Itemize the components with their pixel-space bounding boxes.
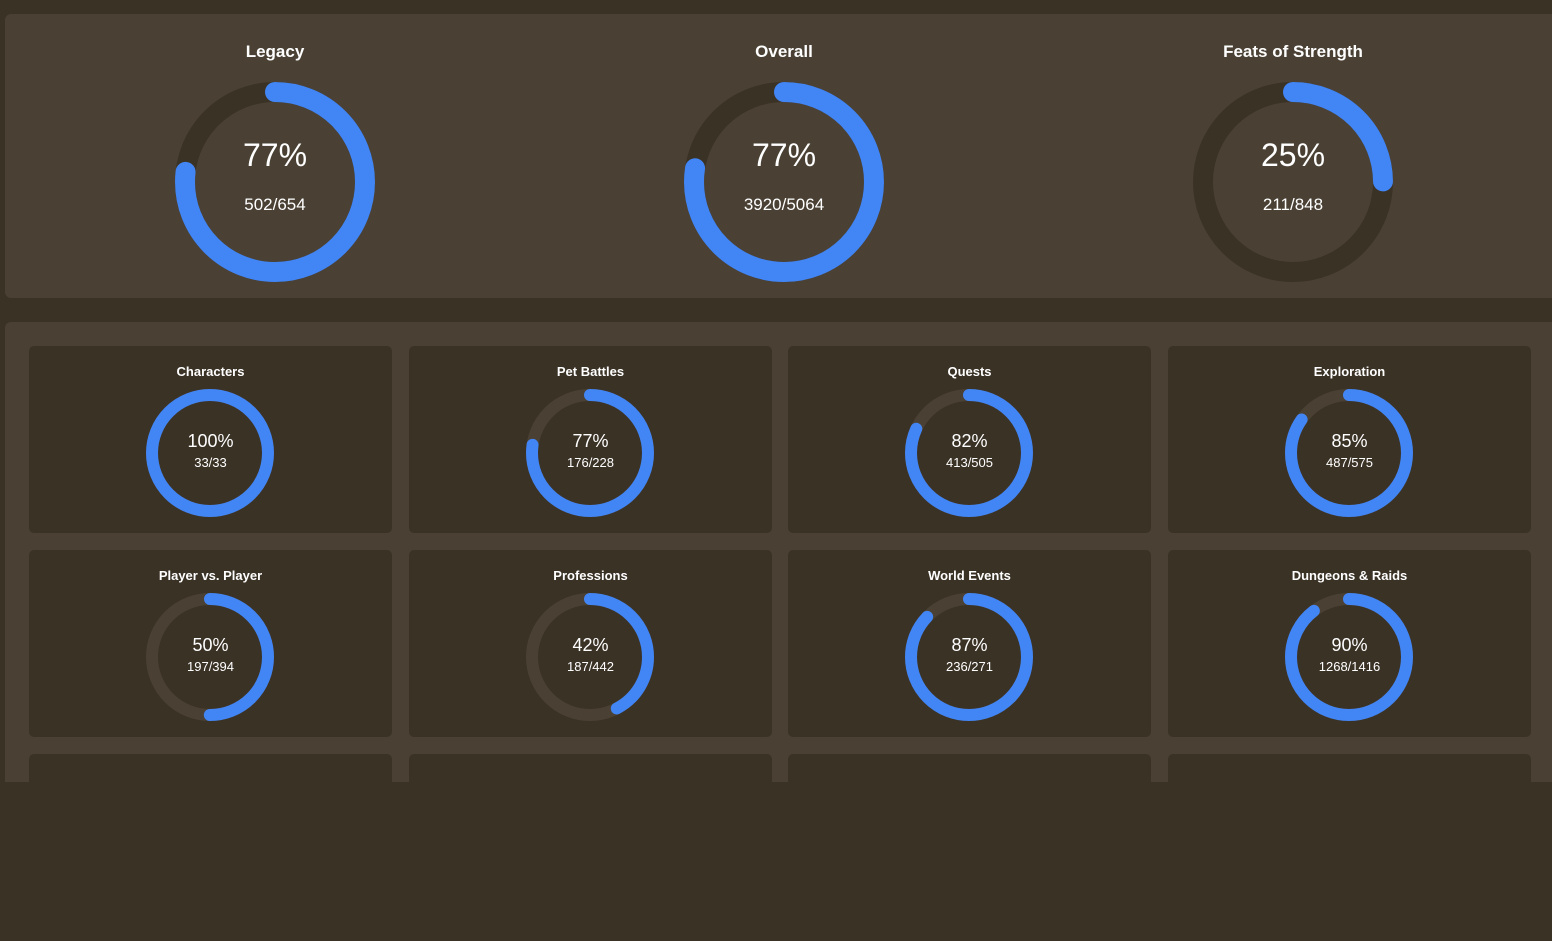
progress-ring [526,389,654,517]
card-count: 33/33 [194,455,227,470]
ring-progress [905,593,1033,721]
card-title: Dungeons & Raids [1291,568,1408,583]
ring-progress [175,82,375,282]
category-card-exploration[interactable]: Exploration 85% 487/575 [1168,346,1531,533]
card-percent: 100% [187,431,234,451]
ring-progress [526,389,654,517]
card-count: 413/505 [946,455,993,470]
category-card-dungeons-and-raids[interactable]: Dungeons & Raids 90% 1268/1416 [1168,550,1531,737]
progress-ring [905,593,1033,721]
category-card[interactable] [409,754,772,941]
card-title: Exploration [1313,364,1386,379]
ring-progress [684,82,884,282]
progress-ring [175,82,375,282]
card-title: Professions [553,568,628,583]
card-title: Pet Battles [556,364,625,379]
gauge-feats-of-strength[interactable]: Feats of Strength 25% 211/848 [1183,14,1403,298]
card-percent: 77% [572,431,609,451]
ring-progress [1285,593,1413,721]
progress-ring [146,389,274,517]
progress-ring [146,593,274,721]
progress-ring [684,82,884,282]
gauge-title: Feats of Strength [1223,42,1363,61]
category-card-pet-battles[interactable]: Pet Battles 77% 176/228 [409,346,772,533]
card-count: 197/394 [187,659,234,674]
card-count: 1268/1416 [1318,659,1381,674]
category-card-quests[interactable]: Quests 82% 413/505 [788,346,1151,533]
gauge-title: Overall [755,42,813,61]
category-card-professions[interactable]: Professions 42% 187/442 [409,550,772,737]
gauge-percent: 77% [751,137,817,173]
card-percent: 90% [1331,635,1368,655]
card-percent: 85% [1331,431,1368,451]
gauge-count: 211/848 [1262,195,1324,214]
gauge-count: 3920/5064 [743,195,825,214]
card-count: 187/442 [567,659,614,674]
gauge-percent: 25% [1260,137,1326,173]
card-count: 176/228 [567,455,614,470]
categories-panel: Characters 100% 33/33 Pet Battles 77% 17… [5,322,1552,941]
card-percent: 87% [951,635,988,655]
progress-ring [1285,389,1413,517]
category-card-characters[interactable]: Characters 100% 33/33 [29,346,392,533]
card-title: Player vs. Player [158,568,263,583]
progress-ring [1285,593,1413,721]
category-card[interactable] [1168,754,1531,941]
gauge-count: 502/654 [244,195,306,214]
card-count: 487/575 [1326,455,1373,470]
card-title: World Events [928,568,1011,583]
category-card[interactable] [29,754,392,941]
ring-progress [146,389,274,517]
ring-progress [905,389,1033,517]
gauge-legacy[interactable]: Legacy 77% 502/654 [165,14,385,298]
card-percent: 50% [192,635,229,655]
category-card-player-vs-player[interactable]: Player vs. Player 50% 197/394 [29,550,392,737]
card-percent: 42% [572,635,609,655]
gauge-percent: 77% [242,137,308,173]
card-title: Characters [176,364,245,379]
summary-panel: Legacy 77% 502/654 Overall 77% 3920/5064… [5,14,1552,298]
card-percent: 82% [951,431,988,451]
progress-ring [905,389,1033,517]
progress-ring [526,593,654,721]
card-count: 236/271 [946,659,993,674]
ring-progress [1285,389,1413,517]
card-title: Quests [947,364,992,379]
ring-progress [1193,82,1393,282]
ring-progress [146,593,274,721]
gauge-title: Legacy [245,42,305,61]
ring-progress [526,593,654,721]
progress-ring [1193,82,1393,282]
gauge-overall[interactable]: Overall 77% 3920/5064 [674,14,894,298]
category-card[interactable] [788,754,1151,941]
category-card-world-events[interactable]: World Events 87% 236/271 [788,550,1151,737]
